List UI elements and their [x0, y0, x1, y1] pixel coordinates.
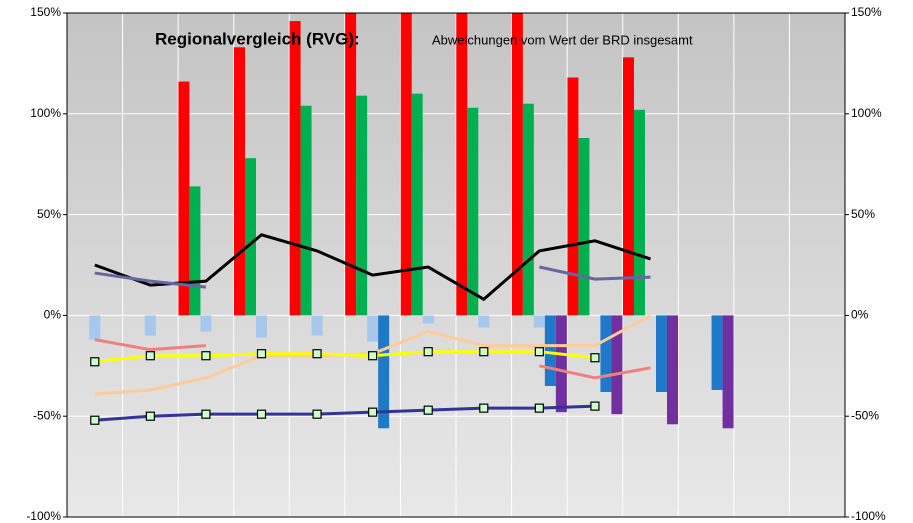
line-marker — [145, 351, 155, 361]
chart-subtitle: Abweichungen vom Wert der BRD insgesamt — [432, 32, 693, 47]
bar — [300, 105, 312, 316]
bar — [555, 315, 567, 413]
y2-tick-label: 50% — [851, 207, 875, 221]
marks — [89, 13, 734, 429]
bar — [522, 103, 534, 316]
line-marker — [201, 351, 211, 361]
bar — [422, 315, 434, 324]
bar — [234, 47, 245, 316]
line-marker — [201, 409, 211, 419]
bar — [200, 315, 212, 332]
line — [94, 338, 651, 380]
line-marker — [590, 353, 600, 363]
bar — [289, 21, 301, 316]
bar — [378, 315, 390, 429]
line-marker — [534, 347, 544, 357]
y-tick-label: -50% — [33, 408, 61, 422]
line-marker — [256, 409, 267, 419]
bar — [611, 315, 623, 415]
line-marker — [90, 415, 100, 425]
y2-tick-label: 0% — [851, 308, 869, 322]
y2-tick-label: 150% — [851, 5, 882, 19]
line — [94, 350, 596, 364]
bar — [578, 137, 590, 316]
bar — [722, 315, 734, 429]
bar — [311, 315, 323, 336]
bar — [356, 95, 368, 316]
y-tick-label: 150% — [30, 5, 61, 19]
y-tick-label: 100% — [30, 106, 61, 120]
bar — [178, 81, 190, 316]
y2-tick-label: -100% — [851, 509, 886, 523]
bar — [144, 315, 156, 336]
line-marker — [534, 403, 544, 413]
bar — [533, 315, 545, 328]
bar — [189, 186, 201, 316]
bar — [256, 315, 267, 338]
chart-title: Regionalvergleich (RVG): — [155, 29, 360, 48]
line-marker — [423, 405, 433, 415]
line — [94, 233, 651, 302]
bar — [245, 158, 256, 316]
bar — [511, 13, 523, 316]
line-marker — [90, 357, 100, 367]
line — [94, 404, 595, 422]
y-tick-label: -100% — [26, 509, 61, 523]
bar — [89, 315, 101, 340]
bar — [711, 315, 723, 390]
y-tick-label: 0% — [44, 308, 62, 322]
bar — [600, 315, 612, 393]
line-marker — [256, 349, 267, 359]
bar — [667, 315, 678, 425]
line-marker — [590, 401, 600, 411]
bar — [634, 109, 645, 316]
line-marker — [368, 407, 378, 417]
bar — [478, 315, 490, 328]
y2-tick-label: 100% — [851, 106, 882, 120]
y2-tick-label: -50% — [851, 408, 879, 422]
bar — [623, 57, 634, 316]
bar — [567, 77, 579, 316]
line-marker — [368, 351, 378, 361]
bar — [411, 93, 423, 316]
plot-border — [66, 12, 846, 518]
bar — [367, 315, 379, 342]
bar — [400, 13, 412, 316]
line-marker — [479, 347, 489, 357]
bar — [656, 315, 667, 393]
line-marker — [479, 403, 489, 413]
y-tick-label: 50% — [37, 207, 61, 221]
line-marker — [312, 349, 322, 359]
line-marker — [145, 411, 155, 421]
line-marker — [423, 347, 433, 357]
bar — [456, 13, 468, 316]
line-marker — [312, 409, 322, 419]
bar — [345, 13, 357, 316]
line — [94, 265, 651, 289]
bar — [544, 315, 556, 386]
bar — [467, 107, 479, 316]
